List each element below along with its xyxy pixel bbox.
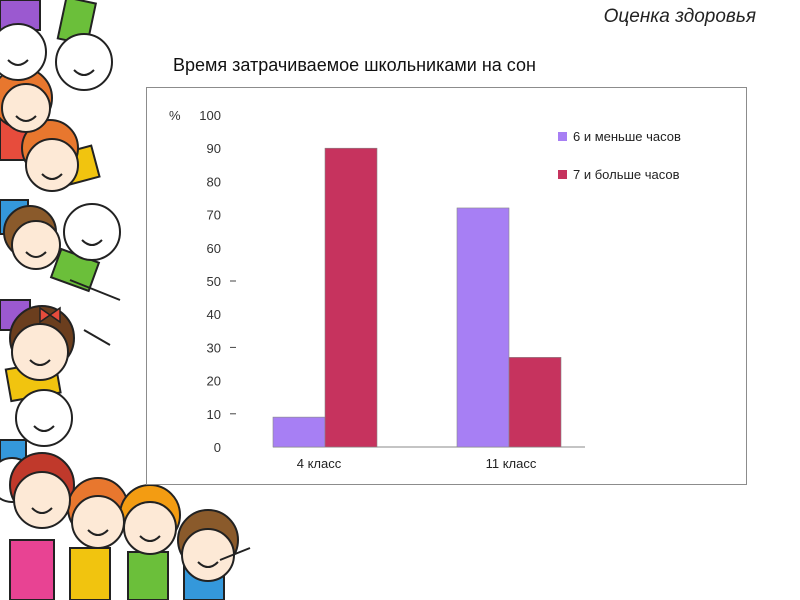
- y-axis: 0 10 20 30 40 50 60 70 80 90 100%: [169, 108, 585, 455]
- bar-six-or-less-1: [272, 416, 326, 448]
- header-title: Оценка здоровья: [603, 6, 756, 27]
- y-tick-label: 10: [207, 407, 221, 422]
- y-tick-label: 80: [207, 174, 221, 189]
- legend-swatch: [558, 170, 567, 179]
- y-tick-label: 50: [207, 274, 221, 289]
- chart-title: Время затрачиваемое школьниками на сон: [173, 55, 536, 75]
- bars: [272, 147, 562, 448]
- bar-seven-or-more-1: [324, 147, 378, 448]
- x-axis: 4 класс 11 класс: [297, 456, 537, 471]
- legend-label: 6 и меньше часов: [573, 129, 681, 144]
- y-tick-label: 90: [207, 141, 221, 156]
- y-tick-label: 30: [207, 340, 221, 355]
- bar-seven-or-more-2: [508, 357, 562, 448]
- legend: 6 и меньше часов 7 и больше часов: [558, 129, 681, 182]
- bar-six-or-less-2: [456, 207, 510, 448]
- y-axis-unit: %: [169, 108, 181, 123]
- x-category-label: 11 класс: [486, 456, 537, 471]
- x-category-label: 4 класс: [297, 456, 342, 471]
- y-tick-label: 70: [207, 208, 221, 223]
- y-tick-label: 40: [207, 307, 221, 322]
- chart-frame: 0 10 20 30 40 50 60 70 80 90 100% 4 класс 11 класс …: [146, 87, 747, 485]
- y-tick-label: 100: [199, 108, 221, 123]
- legend-label: 7 и больше часов: [573, 167, 680, 182]
- y-tick-label: 20: [207, 374, 221, 389]
- y-tick-label: 60: [207, 241, 221, 256]
- legend-swatch: [558, 132, 567, 141]
- y-tick-label: 0: [214, 440, 221, 455]
